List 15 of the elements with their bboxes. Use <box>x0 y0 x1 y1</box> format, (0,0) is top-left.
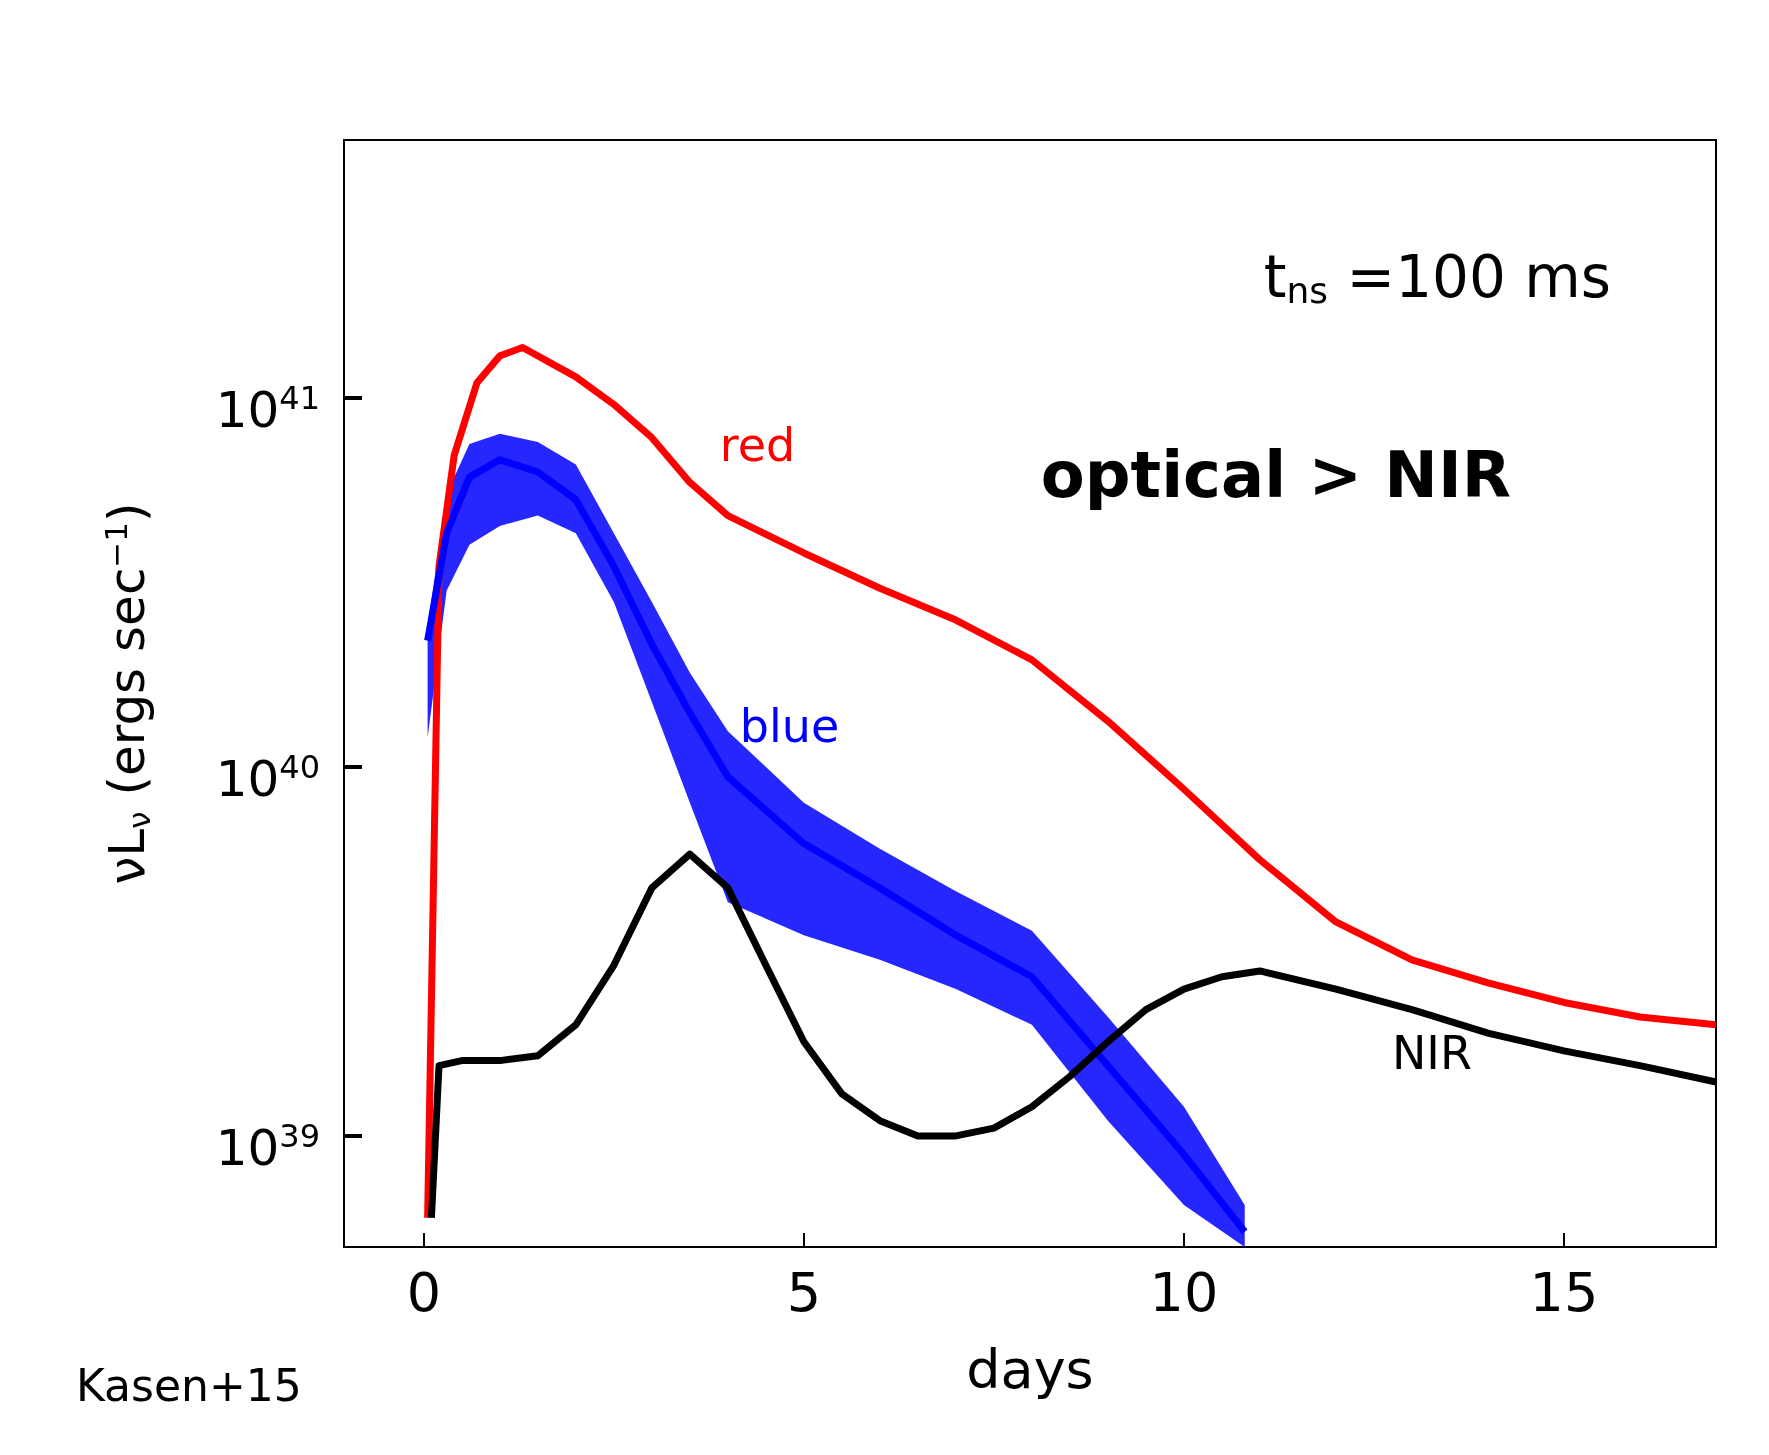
x-axis-title: days <box>966 1337 1094 1401</box>
series-label: red <box>719 418 796 473</box>
series-label: blue <box>739 699 840 753</box>
y-tick-label: 10$^{39}$ <box>215 1115 320 1179</box>
annotation: optical > NIR <box>1040 438 1511 512</box>
y-tick-label: 10$^{41}$ <box>215 377 320 441</box>
x-tick-label: 0 <box>406 1260 441 1324</box>
x-tick-label: 10 <box>1149 1260 1219 1324</box>
x-tick-label: 15 <box>1529 1260 1599 1324</box>
x-tick-label: 5 <box>786 1260 822 1324</box>
series-label: NIR <box>1391 1025 1472 1080</box>
text: Kasen+15 <box>76 1359 302 1411</box>
y-axis-title: νLν (ergs sec−1) <box>98 502 157 885</box>
y-tick-label: 10$^{40}$ <box>215 746 320 810</box>
annotation: tns =100 ms <box>1263 243 1612 311</box>
